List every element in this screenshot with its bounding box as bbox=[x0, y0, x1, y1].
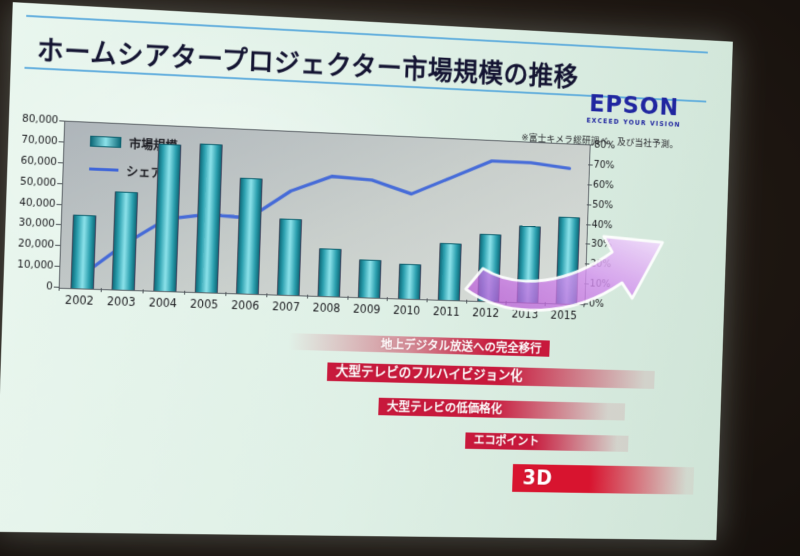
y-right-tick bbox=[588, 144, 594, 146]
y-right-label-50%: 50% bbox=[592, 198, 614, 211]
x-axis-tick bbox=[183, 290, 185, 295]
y-right-label-70%: 70% bbox=[593, 158, 615, 172]
x-axis-tick bbox=[265, 293, 268, 298]
y-left-tick bbox=[58, 141, 64, 143]
y-left-label-10,000: 10,000 bbox=[17, 258, 54, 272]
y-left-tick bbox=[55, 245, 61, 247]
bar-2004 bbox=[153, 143, 182, 292]
x-axis-tick bbox=[387, 297, 389, 302]
y-left-tick bbox=[55, 224, 61, 226]
x-label-2003: 2003 bbox=[106, 294, 136, 309]
y-right-tick bbox=[586, 204, 592, 206]
x-label-2008: 2008 bbox=[312, 300, 341, 316]
banner-3d: 3D bbox=[512, 464, 695, 495]
y-left-label-0: 0 bbox=[46, 280, 54, 293]
bar-series-swatch bbox=[89, 135, 122, 148]
y-left-label-60,000: 60,000 bbox=[20, 154, 58, 168]
bar-2005 bbox=[194, 143, 223, 293]
y-right-label-80%: 80% bbox=[594, 138, 616, 152]
y-left-tick bbox=[56, 203, 62, 205]
x-label-2005: 2005 bbox=[189, 296, 219, 312]
x-axis-tick bbox=[100, 288, 102, 293]
y-right-label-60%: 60% bbox=[592, 178, 615, 191]
y-left-tick bbox=[54, 265, 60, 267]
slide: ホームシアタープロジェクター市場規模の推移 EPSON EXCEED YOUR … bbox=[0, 2, 733, 541]
banner-eco-point: エコポイント bbox=[465, 432, 629, 452]
y-left-label-70,000: 70,000 bbox=[21, 133, 58, 148]
bar-2009 bbox=[357, 259, 382, 298]
y-right-tick bbox=[587, 184, 593, 186]
x-axis-tick bbox=[142, 289, 144, 294]
y-left-tick bbox=[59, 120, 65, 122]
bar-2007 bbox=[276, 218, 303, 296]
y-left-tick bbox=[57, 182, 63, 184]
y-left-label-30,000: 30,000 bbox=[18, 216, 56, 231]
growth-arrow-shape bbox=[465, 231, 663, 314]
x-axis-tick bbox=[306, 294, 308, 299]
y-left-label-40,000: 40,000 bbox=[19, 196, 56, 210]
y-left-label-80,000: 80,000 bbox=[21, 112, 59, 127]
line-series-swatch bbox=[89, 167, 119, 172]
bar-2008 bbox=[317, 248, 342, 297]
x-axis-tick bbox=[225, 292, 227, 296]
x-label-2006: 2006 bbox=[231, 298, 260, 313]
y-left-label-50,000: 50,000 bbox=[19, 175, 57, 189]
y-right-tick bbox=[588, 164, 593, 166]
bar-2010 bbox=[397, 263, 422, 300]
x-label-2009: 2009 bbox=[352, 301, 381, 317]
y-left-tick bbox=[57, 161, 63, 164]
bar-2011 bbox=[437, 242, 462, 301]
bar-2003 bbox=[111, 191, 139, 291]
bar-2006 bbox=[236, 177, 263, 295]
x-axis-tick bbox=[346, 295, 349, 300]
x-label-2002: 2002 bbox=[64, 292, 94, 308]
x-label-2007: 2007 bbox=[271, 299, 301, 314]
x-axis-tick bbox=[426, 298, 428, 303]
growth-arrow bbox=[459, 218, 675, 328]
x-axis-tick bbox=[58, 286, 60, 291]
x-label-2004: 2004 bbox=[148, 295, 178, 311]
y-left-label-20,000: 20,000 bbox=[17, 237, 55, 251]
bar-2002 bbox=[69, 214, 96, 289]
x-label-2010: 2010 bbox=[392, 303, 421, 318]
